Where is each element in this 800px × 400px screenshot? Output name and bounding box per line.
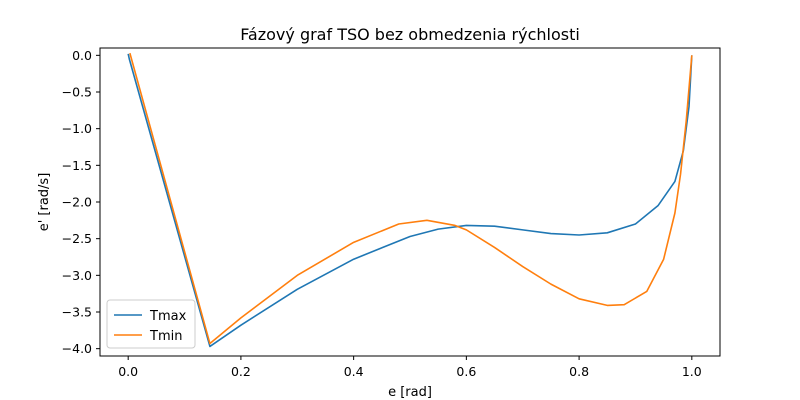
y-tick-label: −3.5: [62, 305, 92, 320]
legend: Tmax Tmin: [106, 299, 196, 349]
legend-entry-tmin: Tmin: [149, 329, 182, 344]
y-tick-label: 0.0: [72, 48, 92, 63]
y-tick-label: −1.5: [62, 158, 92, 173]
x-tick-label: 0.0: [118, 364, 138, 379]
y-tick-label: −2.5: [62, 231, 92, 246]
y-tick-label: −1.0: [62, 121, 92, 136]
plot-area: [127, 52, 693, 348]
y-tick-label: −2.0: [62, 195, 92, 210]
x-axis-label: e [rad]: [388, 385, 432, 400]
y-tick-label: −0.5: [62, 85, 92, 100]
y-tick-label: −3.0: [62, 268, 92, 283]
series-line-tmax: [127, 53, 693, 348]
x-tick-label: 1.0: [682, 364, 702, 379]
y-tick-label: −4.0: [62, 341, 92, 356]
legend-entry-tmax: Tmax: [149, 309, 187, 324]
x-tick-label: 0.6: [456, 364, 476, 379]
x-tick-label: 0.2: [231, 364, 251, 379]
series-line-tmin: [129, 52, 693, 345]
x-tick-label: 0.8: [569, 364, 589, 379]
x-tick-label: 0.4: [344, 364, 364, 379]
y-axis-ticks: 0.0 −0.5 −1.0 −1.5 −2.0 −2.5 −3.0 −3.5 −4.0: [62, 48, 100, 356]
y-axis-label: e' [rad/s]: [37, 173, 52, 232]
chart-title: Fázový graf TSO bez obmedzenia rýchlosti: [240, 25, 580, 44]
legend-box: [106, 299, 196, 349]
x-axis-ticks: 0.0 0.2 0.4 0.6 0.8 1.0: [118, 356, 702, 379]
